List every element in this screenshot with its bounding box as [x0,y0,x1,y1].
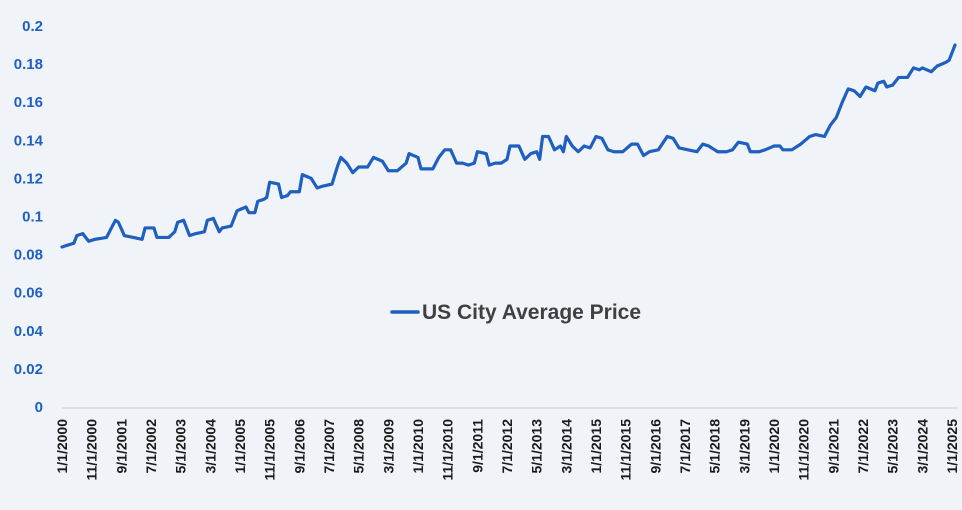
y-tick-label: 0.06 [14,285,43,302]
x-tick-label: 5/1/2023 [885,419,901,474]
x-tick-label: 7/1/2007 [321,419,337,474]
x-tick-label: 11/1/2005 [262,419,278,481]
x-tick-label: 7/1/2012 [499,419,515,474]
x-tick-label: 3/1/2024 [914,419,930,474]
y-tick-label: 0.1 [22,209,43,226]
x-tick-label: 1/1/2015 [588,419,604,474]
x-axis: 1/1/2000 11/1/2000 9/1/2001 7/1/2002 5/1/200… [54,419,960,481]
x-tick-label: 5/1/2003 [173,419,189,474]
x-tick-label: 7/1/2022 [855,419,871,474]
x-tick-label: 11/1/2010 [440,419,456,481]
x-tick-label: 11/1/2015 [618,419,634,481]
x-tick-label: 5/1/2008 [351,419,367,474]
y-tick-label: 0.12 [14,170,43,187]
x-tick-label: 1/1/2010 [410,419,426,474]
x-tick-label: 9/1/2001 [113,419,129,474]
legend-label: US City Average Price [422,301,641,324]
y-axis: 0 0.02 0.04 0.06 0.08 0.1 0.12 0.14 0.16 0.18 0.2 [14,18,44,416]
x-tick-label: 5/1/2018 [707,419,723,474]
x-tick-label: 7/1/2017 [677,419,693,474]
legend: US City Average Price [390,301,641,324]
series-line-us-city-average-price [60,43,957,249]
x-tick-label: 3/1/2004 [202,419,218,474]
x-tick-label: 9/1/2006 [291,419,307,474]
y-tick-label: 0.02 [14,361,43,378]
x-tick-label: 1/1/2000 [54,419,70,474]
y-tick-label: 0.14 [14,132,44,149]
x-tick-label: 1/1/2025 [944,419,960,474]
x-tick-label: 9/1/2011 [469,419,485,473]
x-tick-label: 7/1/2002 [143,419,159,474]
y-tick-label: 0.2 [22,18,43,35]
x-tick-label: 3/1/2014 [558,419,574,474]
x-tick-label: 3/1/2009 [380,419,396,474]
x-tick-label: 1/1/2020 [766,419,782,474]
x-tick-label: 11/1/2000 [84,419,100,481]
x-tick-label: 3/1/2019 [736,419,752,474]
x-tick-label: 1/1/2005 [232,419,248,474]
y-tick-label: 0.18 [14,56,43,73]
y-tick-label: 0 [35,399,43,416]
y-tick-label: 0.04 [14,323,44,340]
x-tick-label: 11/1/2020 [796,419,812,481]
x-tick-label: 9/1/2016 [647,419,663,474]
y-tick-label: 0.08 [14,247,43,264]
y-tick-label: 0.16 [14,94,43,111]
x-tick-label: 5/1/2013 [529,419,545,474]
x-tick-label: 9/1/2021 [825,419,841,474]
